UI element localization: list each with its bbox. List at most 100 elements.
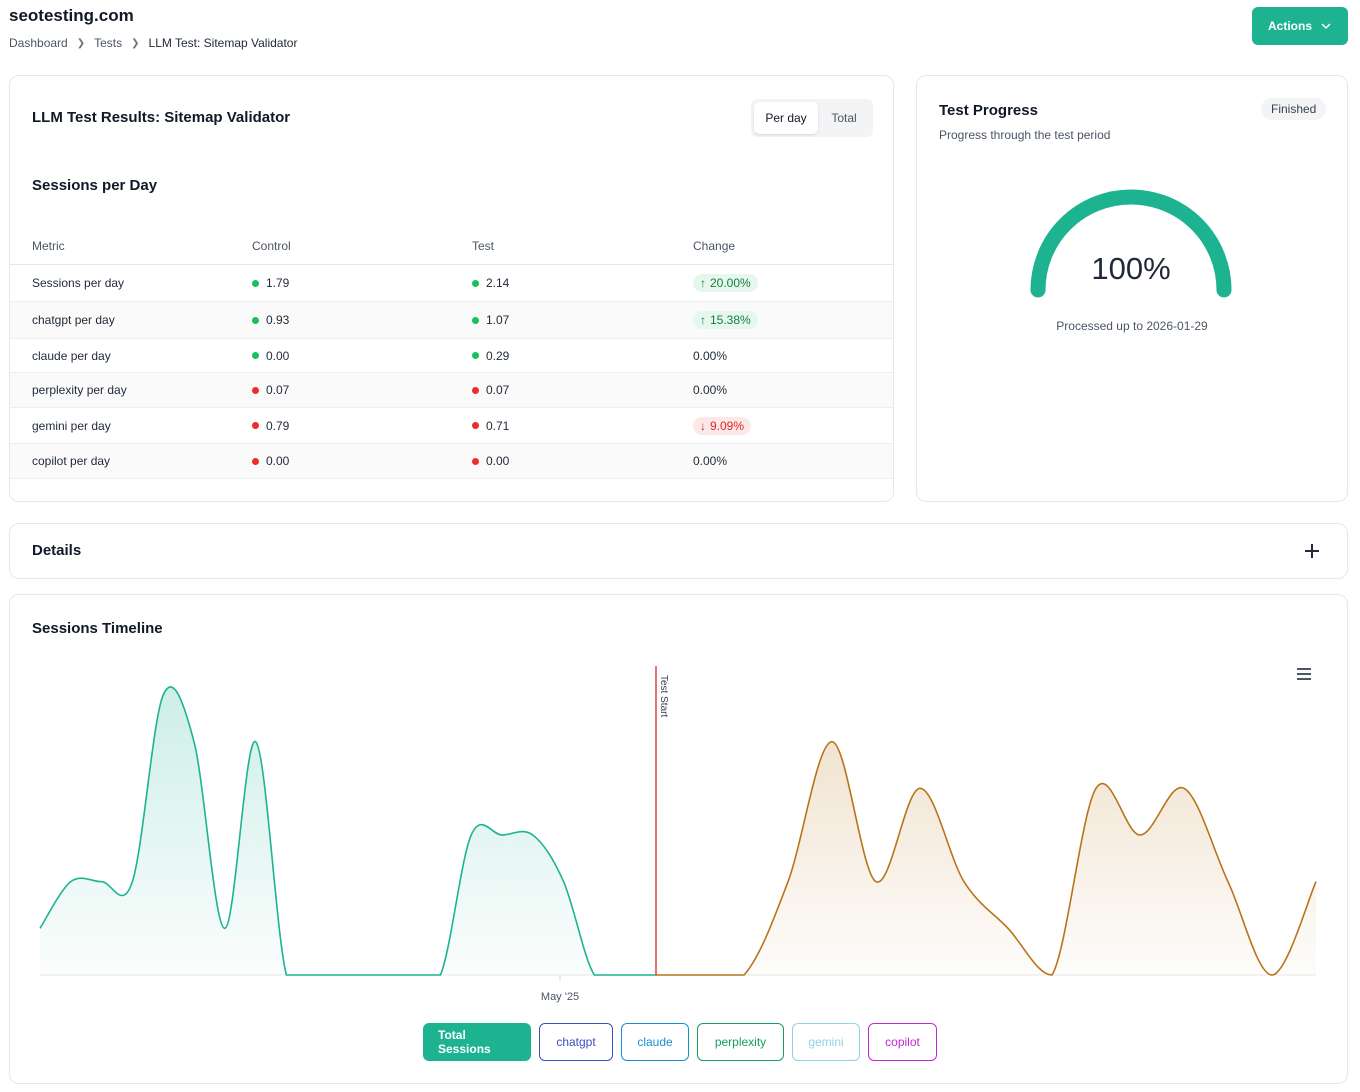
legend-gemini[interactable]: gemini	[792, 1023, 860, 1061]
details-title: Details	[32, 542, 82, 559]
legend-chatgpt[interactable]: chatgpt	[539, 1023, 613, 1061]
status-dot	[472, 386, 479, 394]
processed-date: Processed up to 2026-01-29	[1056, 319, 1208, 333]
status-dot	[252, 316, 259, 324]
col-metric: Metric	[32, 239, 65, 253]
results-title: LLM Test Results: Sitemap Validator	[32, 109, 291, 126]
test-series-line	[655, 740, 1317, 976]
gauge-fill	[1030, 189, 1232, 298]
metric-name: chatgpt per day	[32, 313, 115, 327]
control-value: 0.79	[266, 418, 290, 433]
test-value: 0.29	[486, 348, 510, 363]
plus-icon[interactable]	[1304, 543, 1320, 559]
metric-name: gemini per day	[32, 418, 111, 433]
test-value: 0.07	[486, 383, 510, 397]
col-change: Change	[693, 239, 736, 253]
results-card: LLM Test Results: Sitemap Validator Per …	[9, 75, 894, 502]
change-value: 20.00%	[710, 276, 751, 290]
test-start-annotation: Test Start	[658, 675, 669, 717]
change-value: 15.38%	[710, 313, 751, 327]
table-header: Metric Control Test Change	[10, 228, 893, 265]
metric-name: Sessions per day	[32, 276, 125, 290]
progress-subtitle: Progress through the test period	[939, 128, 1111, 142]
legend-perplexity[interactable]: perplexity	[697, 1023, 784, 1061]
actions-button[interactable]: Actions	[1252, 7, 1348, 45]
breadcrumb: Dashboard ❯ Tests ❯ LLM Test: Sitemap Va…	[9, 36, 297, 50]
control-value: 0.07	[266, 383, 290, 397]
change-badge-down: ↓ 9.09%	[693, 416, 752, 435]
timeline-title: Sessions Timeline	[32, 620, 163, 637]
status-dot	[472, 316, 479, 324]
table-row: chatgpt per day 0.93 1.07 ↑ 15.38%	[10, 302, 893, 339]
change-cell: ↑ 20.00%	[693, 274, 893, 292]
metric-name: copilot per day	[32, 454, 111, 468]
control-value: 0.93	[266, 313, 290, 327]
control-value: 0.00	[266, 348, 290, 363]
toggle-total[interactable]: Total	[831, 111, 857, 125]
legend-claude[interactable]: claude	[621, 1023, 689, 1061]
test-value: 0.71	[486, 418, 510, 433]
timeline-card: Sessions Timeline May '25 Test Start Tot…	[9, 594, 1348, 1084]
control-value: 0.00	[266, 454, 290, 468]
test-cell: 1.07	[472, 313, 693, 327]
arrow-up-icon: ↑	[700, 276, 706, 290]
breadcrumb-tests[interactable]: Tests	[94, 36, 123, 50]
brand-logo[interactable]: seotesting.com	[9, 6, 134, 25]
sessions-timeline-chart: May '25 Test Start	[39, 666, 1317, 1003]
control-cell: 0.00	[252, 454, 472, 468]
status-dot	[252, 386, 259, 394]
test-cell: 0.07	[472, 383, 693, 397]
status-dot	[472, 457, 479, 465]
control-cell: 1.79	[252, 276, 472, 290]
change-cell: 0.00%	[693, 454, 893, 468]
col-test: Test	[472, 239, 495, 253]
breadcrumb-current: LLM Test: Sitemap Validator	[148, 36, 298, 50]
sessions-table: Metric Control Test Change Sessions per …	[10, 228, 893, 479]
progress-title: Test Progress	[939, 102, 1038, 119]
col-control: Control	[252, 239, 291, 253]
chevron-right-icon: ❯	[76, 37, 86, 49]
test-value: 2.14	[486, 276, 510, 290]
status-dot	[252, 352, 259, 359]
view-toggle: Per day Total	[751, 99, 873, 137]
test-value: 1.07	[486, 313, 510, 327]
control-value: 1.79	[266, 276, 290, 290]
change-cell: ↓ 9.09%	[693, 416, 893, 435]
metric-name: perplexity per day	[32, 383, 127, 397]
test-value: 0.00	[486, 454, 510, 468]
status-dot	[252, 457, 259, 465]
breadcrumb-dashboard[interactable]: Dashboard	[9, 36, 68, 50]
status-dot	[252, 279, 259, 287]
metric-name: claude per day	[32, 348, 111, 363]
chevron-right-icon: ❯	[131, 37, 140, 49]
chevron-down-icon	[1321, 23, 1331, 30]
control-area	[40, 686, 656, 975]
test-cell: 0.29	[472, 349, 693, 363]
status-dot	[472, 279, 479, 287]
change-value: 0.00%	[693, 348, 728, 363]
progress-percent: 100%	[1091, 251, 1171, 286]
control-cell: 0.07	[252, 383, 472, 397]
table-row: perplexity per day 0.07 0.07 0.00%	[10, 373, 893, 408]
legend-copilot[interactable]: copilot	[868, 1023, 937, 1061]
control-cell: 0.79	[252, 419, 472, 433]
actions-label: Actions	[1267, 19, 1312, 33]
control-cell: 0.93	[252, 313, 472, 327]
table-row: gemini per day 0.79 0.71 ↓ 9.09%	[10, 408, 893, 444]
chart-menu-icon[interactable]	[1296, 667, 1312, 681]
change-badge-up: ↑ 15.38%	[693, 311, 758, 329]
details-card[interactable]: Details	[9, 523, 1348, 579]
table-row: copilot per day 0.00 0.00 0.00%	[10, 444, 893, 479]
change-badge-up: ↑ 20.00%	[693, 274, 758, 292]
legend-total-sessions[interactable]: Total Sessions	[423, 1023, 531, 1061]
toggle-per-day[interactable]: Per day	[754, 102, 818, 134]
chart-legend: Total Sessions chatgpt claude perplexity…	[423, 1023, 937, 1061]
status-dot	[472, 422, 479, 429]
change-value: 9.09%	[710, 418, 745, 433]
change-cell: 0.00%	[693, 383, 893, 397]
change-value: 0.00%	[693, 383, 728, 397]
test-cell: 2.14	[472, 276, 693, 290]
test-cell: 0.00	[472, 454, 693, 468]
status-dot	[252, 422, 259, 429]
x-tick-label: May '25	[541, 991, 579, 1003]
